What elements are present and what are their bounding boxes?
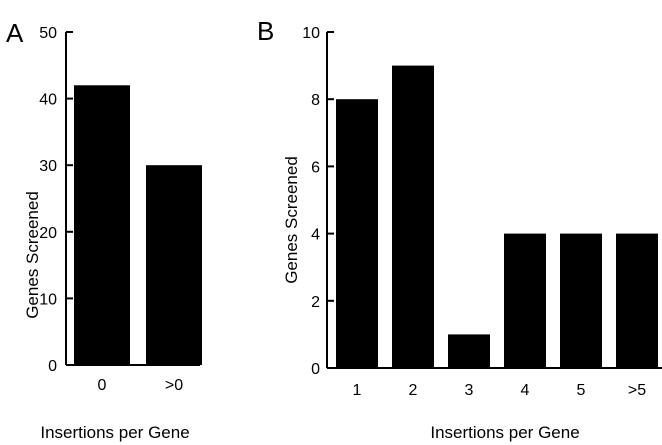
panel-b-x-tick-label: 1 [353, 382, 362, 399]
panel-b-y-tick-label: 4 [311, 227, 320, 244]
panel-b-y-tick-label: 6 [311, 159, 320, 176]
panel-b-x-tick-label: 2 [409, 382, 418, 399]
panel-a-y-tick-label: 10 [39, 291, 57, 308]
panel-a-x-axis-title: Insertions per Gene [40, 423, 189, 442]
panel-b-bars [336, 65, 658, 368]
panel-b-y-tick-label: 10 [302, 25, 320, 42]
panel-a-bars [74, 85, 202, 365]
panel-b-x-ticks: 1 2 3 4 5 >5 [353, 382, 647, 399]
panel-b-x-tick-label: 3 [465, 382, 474, 399]
panel-a-bar [74, 85, 130, 365]
panel-a-y-axis-title: Genes Screened [23, 191, 42, 319]
panel-b-y-tick-label: 8 [311, 92, 320, 109]
panel-b-bar [616, 233, 658, 368]
panel-b-bar [336, 99, 378, 368]
panel-b-x-tick-label: 4 [521, 382, 530, 399]
panel-a-y-tick-label: 0 [48, 358, 57, 375]
panel-a-y-ticks: 0 10 20 30 40 50 [39, 25, 73, 375]
panel-b-y-tick-label: 2 [311, 294, 320, 311]
panel-b-bar [560, 233, 602, 368]
panel-b-y-axis-title: Genes Screened [282, 156, 301, 284]
panel-b-x-tick-label: 5 [577, 382, 586, 399]
panel-b-label: B [257, 16, 274, 46]
panel-a: A 0 10 20 30 40 50 0 >0 Genes Screened Inserti… [6, 18, 202, 442]
panel-a-y-tick-label: 40 [39, 92, 57, 109]
panel-b-bar [504, 233, 546, 368]
panel-a-y-tick-label: 50 [39, 25, 57, 42]
panel-b-y-ticks: 0 2 4 6 8 10 [302, 25, 334, 378]
panel-b-y-tick-label: 0 [311, 361, 320, 378]
panel-a-x-tick-label: 0 [98, 377, 107, 394]
panel-b-bar [448, 334, 490, 368]
panel-a-bar [146, 165, 202, 365]
panel-a-label: A [6, 18, 24, 48]
panel-b-bar [392, 65, 434, 368]
panel-b-x-tick-label: >5 [628, 382, 646, 399]
panel-a-x-ticks: 0 >0 [98, 377, 184, 394]
panel-a-x-tick-label: >0 [165, 377, 183, 394]
panel-a-y-tick-label: 20 [39, 225, 57, 242]
panel-a-y-tick-label: 30 [39, 158, 57, 175]
panel-b-x-axis-title: Insertions per Gene [430, 423, 579, 442]
